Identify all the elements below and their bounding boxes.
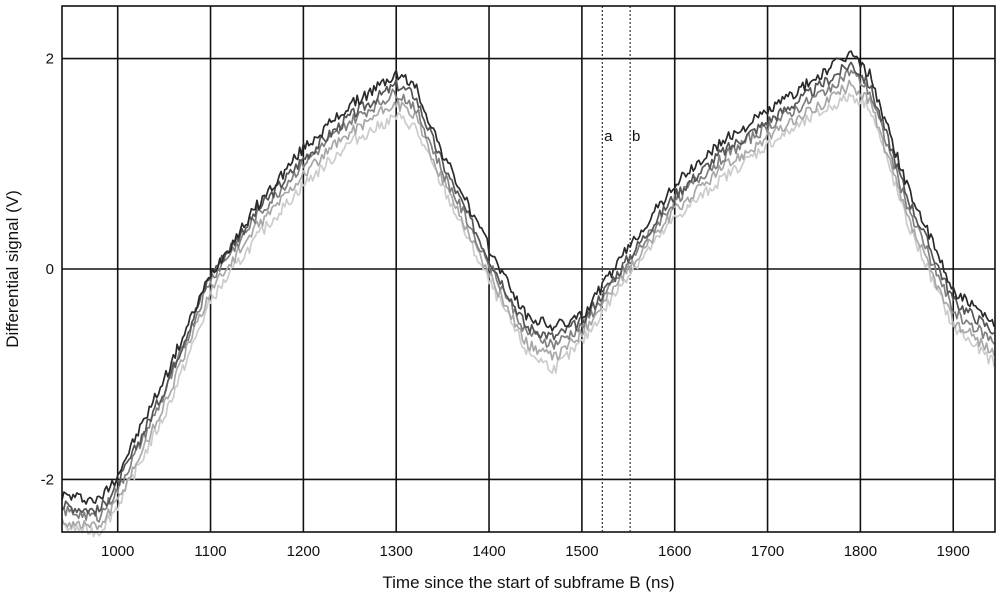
- marker-label-b: b: [632, 128, 640, 145]
- series-line-1: [61, 50, 995, 505]
- x-tick-label: 1500: [565, 543, 598, 560]
- x-tick-label: 1100: [194, 543, 226, 560]
- y-tick-label: -2: [41, 471, 54, 488]
- x-tick-label: 1800: [844, 543, 877, 560]
- x-tick-label: 1000: [101, 543, 134, 560]
- tick-labels: 1000 1100 1200 1300 1400 1500 1600 1700 1800 1900…: [41, 51, 970, 560]
- grid: [62, 6, 995, 532]
- series-line-4: [61, 79, 995, 531]
- plot-frame: [61, 5, 996, 533]
- x-tick-label: 1900: [937, 543, 970, 560]
- x-tick-label: 1300: [380, 543, 413, 560]
- y-tick-label: 2: [46, 51, 54, 68]
- marker-label-a: a: [604, 128, 613, 145]
- series-line-3: [61, 68, 995, 523]
- x-tick-label: 1600: [658, 543, 691, 560]
- x-axis-label: Time since the start of subframe B (ns): [382, 573, 674, 592]
- series-group: [61, 50, 995, 538]
- y-tick-label: 0: [46, 261, 54, 278]
- x-tick-label: 1700: [751, 543, 784, 560]
- x-tick-label: 1200: [287, 543, 320, 560]
- series-line-2: [61, 61, 995, 517]
- x-tick-label: 1400: [472, 543, 505, 560]
- y-axis-label: Differential signal (V): [3, 190, 22, 347]
